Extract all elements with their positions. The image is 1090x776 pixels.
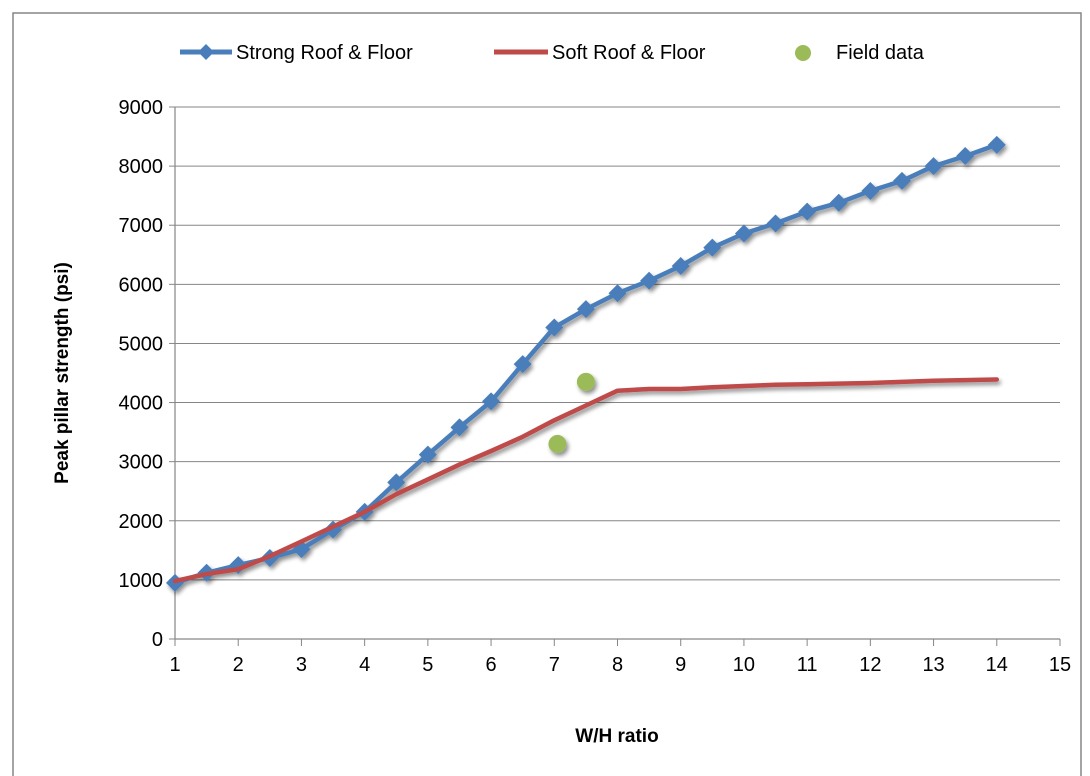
- x-tick-label: 9: [675, 654, 686, 676]
- strong-data-point: [892, 171, 911, 190]
- strong-data-point: [576, 300, 595, 319]
- strong-data-point: [703, 238, 722, 257]
- y-tick-label: 8000: [119, 156, 164, 178]
- strong-data-point: [418, 445, 437, 464]
- x-tick-label: 6: [486, 654, 497, 676]
- strong-data-point: [608, 284, 627, 303]
- strong-data-point: [861, 181, 880, 200]
- strong-data-point: [829, 193, 848, 212]
- legend-field-circle-icon: [795, 45, 811, 61]
- strong-data-point: [671, 257, 690, 276]
- gridlines: [175, 106, 1060, 581]
- y-tick-labels: 0 1000 2000 3000 4000 5000 6000 7000 8000 9000: [119, 97, 164, 651]
- legend-item-soft: Soft Roof & Floor: [494, 42, 706, 64]
- legend-soft-label: Soft Roof & Floor: [552, 42, 706, 64]
- strong-data-point: [766, 214, 785, 233]
- legend-strong-diamond-icon: [198, 44, 214, 60]
- strong-data-point: [450, 418, 469, 437]
- strong-data-point: [640, 271, 659, 290]
- x-axis-label: W/H ratio: [575, 726, 658, 747]
- y-tick-label: 3000: [119, 452, 164, 474]
- legend: Strong Roof & Floor Soft Roof & Floor Fi…: [180, 42, 925, 64]
- legend-field-label: Field data: [836, 42, 925, 64]
- strong-data-point: [734, 224, 753, 243]
- field-data-point: [576, 372, 595, 391]
- x-tick-label: 15: [1049, 654, 1071, 676]
- strong-data-point: [513, 355, 532, 374]
- axes: [169, 106, 1061, 646]
- y-tick-label: 1000: [119, 570, 164, 592]
- x-tick-label: 7: [549, 654, 560, 676]
- strong-data-point: [987, 135, 1006, 154]
- y-tick-label: 6000: [119, 274, 164, 296]
- field-data-point: [548, 434, 567, 453]
- y-axis-label: Peak pillar strength (psi): [52, 262, 73, 484]
- y-tick-label: 5000: [119, 333, 164, 355]
- y-tick-label: 4000: [119, 393, 164, 415]
- x-tick-label: 11: [797, 654, 818, 676]
- series-layer: [166, 135, 1006, 592]
- y-tick-label: 2000: [119, 511, 164, 533]
- x-tick-label: 12: [859, 654, 881, 676]
- legend-item-strong: Strong Roof & Floor: [180, 42, 413, 64]
- y-tick-label: 9000: [119, 97, 164, 119]
- x-tick-label: 4: [359, 654, 370, 676]
- strong-data-point: [798, 202, 817, 221]
- x-tick-label: 1: [169, 654, 180, 676]
- legend-strong-label: Strong Roof & Floor: [236, 42, 413, 64]
- chart-border: [12, 12, 1082, 776]
- strong-data-point: [924, 157, 943, 176]
- strong-data-point: [482, 392, 501, 411]
- x-tick-label: 5: [422, 654, 433, 676]
- x-tick-label: 14: [986, 654, 1008, 676]
- strong-data-point: [545, 318, 564, 337]
- strong-data-point: [387, 473, 406, 492]
- x-tick-label: 13: [922, 654, 944, 676]
- x-tick-label: 10: [733, 654, 755, 676]
- y-tick-label: 7000: [119, 215, 164, 237]
- x-tick-labels: 1 2 3 4 5 6 7 8 9 10 11 12 13 14 15: [169, 654, 1071, 676]
- x-tick-label: 3: [296, 654, 307, 676]
- series-line-soft: [172, 377, 1000, 584]
- legend-item-field: Field data: [795, 42, 925, 64]
- strong-data-point: [956, 147, 975, 166]
- y-tick-label: 0: [152, 629, 163, 651]
- x-tick-label: 8: [612, 654, 623, 676]
- x-tick-label: 2: [233, 654, 244, 676]
